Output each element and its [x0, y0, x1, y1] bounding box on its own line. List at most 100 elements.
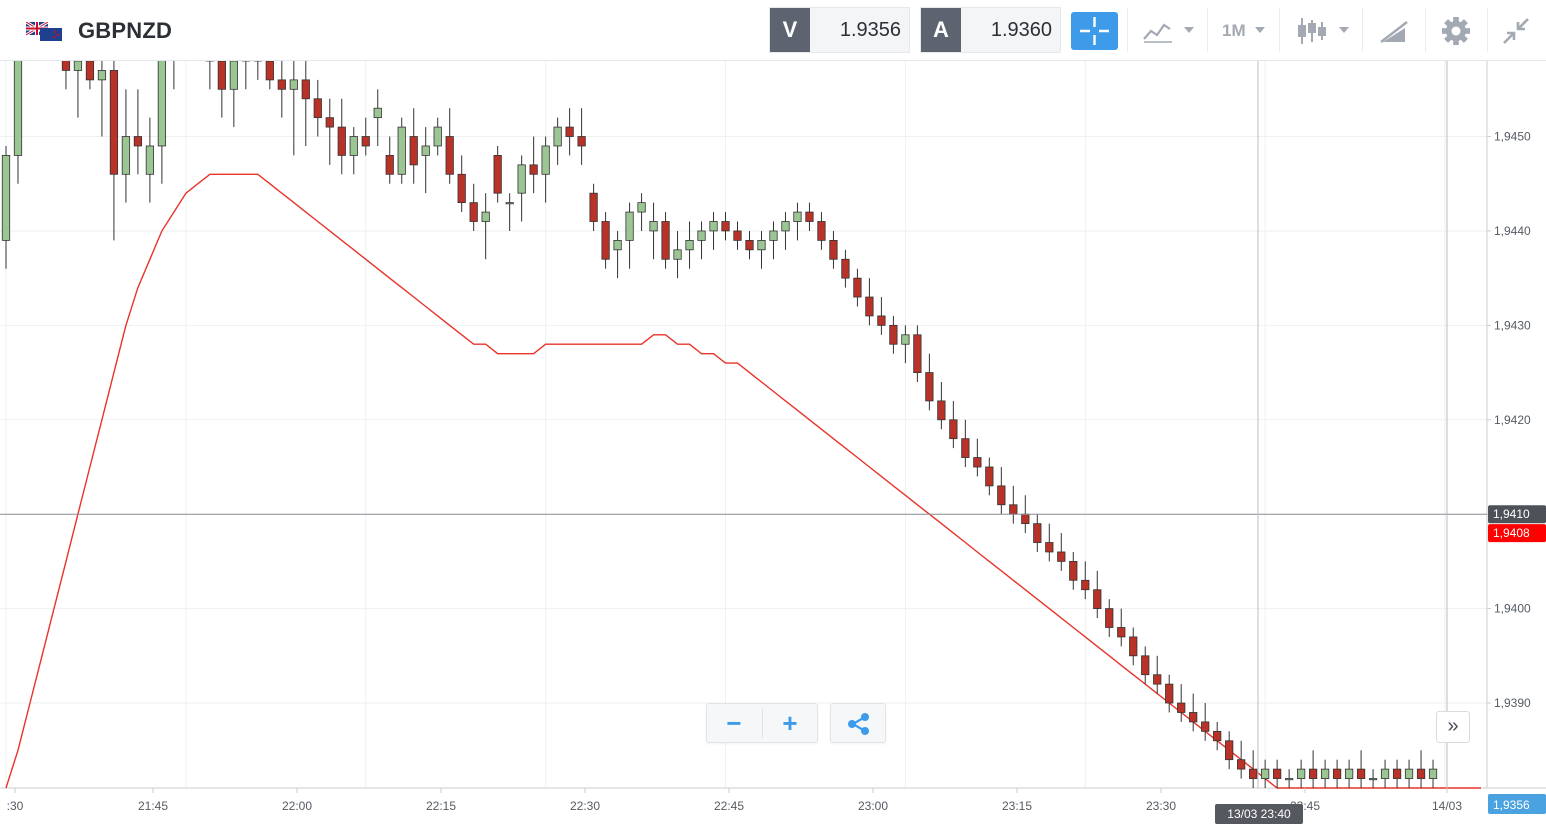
collapse-button[interactable]	[1487, 8, 1546, 52]
candle-body	[1297, 768, 1306, 779]
candle-body	[325, 117, 334, 128]
zoom-out-button[interactable]: −	[707, 704, 761, 742]
candle-body	[877, 315, 886, 326]
candle	[925, 353, 934, 411]
candle-body	[793, 211, 802, 222]
candle-body	[1153, 674, 1162, 685]
candle-body	[1009, 504, 1018, 515]
bid-label: V	[770, 8, 810, 52]
candle-body	[1117, 627, 1126, 638]
candle	[577, 108, 586, 165]
candle-body	[1141, 655, 1150, 676]
candle-body	[61, 61, 71, 71]
candle-body	[601, 221, 610, 260]
zoom-divider	[762, 708, 763, 738]
candle	[709, 212, 718, 250]
candle-body	[73, 61, 83, 71]
candle-body	[409, 136, 418, 166]
candle-style-button[interactable]	[1279, 8, 1362, 52]
candle	[217, 61, 226, 118]
candle-body	[1380, 768, 1390, 779]
settings-button[interactable]	[1425, 8, 1487, 52]
x-tick-label: 23:15	[1002, 799, 1032, 813]
candle-body	[85, 61, 95, 81]
share-button[interactable]	[830, 703, 886, 743]
candle-body	[445, 136, 454, 175]
ask-value: 1.9360	[990, 19, 1052, 41]
y-tick-label: 1,9450	[1494, 130, 1531, 144]
candle-body	[1033, 523, 1042, 543]
candle	[1057, 533, 1066, 571]
candle	[865, 278, 874, 326]
candle-body	[1045, 542, 1054, 553]
zoom-controls: − +	[706, 703, 818, 743]
candle-body	[265, 61, 274, 81]
candle	[901, 325, 910, 364]
candle	[421, 127, 430, 194]
candle	[1141, 646, 1150, 685]
candle-body	[949, 419, 958, 440]
price-chart[interactable]: 1,9390 1,9400 1,9410 1,9420 1,9430 1,9440 1,94…	[0, 61, 1546, 826]
candle-body	[1237, 759, 1246, 770]
crosshair-price-label: 1,9410	[1493, 507, 1530, 521]
drawing-tools-button[interactable]	[1362, 8, 1425, 52]
candle	[1129, 627, 1138, 666]
candle-body	[301, 79, 310, 100]
candle	[961, 419, 970, 467]
candle-body	[373, 107, 382, 119]
candle	[637, 193, 646, 231]
candle	[229, 61, 238, 128]
ask-quote[interactable]: A 1.9360	[920, 7, 1061, 53]
scroll-to-latest-button[interactable]: »	[1436, 711, 1470, 743]
candle	[409, 108, 418, 184]
candle	[841, 249, 850, 288]
candle-body	[505, 202, 514, 205]
candle	[529, 136, 538, 194]
candle	[1356, 750, 1366, 788]
candle	[1153, 655, 1162, 694]
candle-body	[1, 155, 11, 241]
candle	[1237, 740, 1246, 779]
candle	[313, 79, 322, 137]
ma-line	[5, 173, 1481, 789]
candle	[985, 457, 994, 496]
candle-body	[1308, 768, 1318, 779]
candle-body	[349, 136, 358, 156]
bid-quote[interactable]: V 1.9356	[769, 7, 910, 53]
candle	[277, 61, 286, 118]
candle-body	[1189, 712, 1198, 723]
candle-body	[217, 61, 226, 90]
candle-body	[1285, 778, 1294, 781]
chart-type-button[interactable]	[1127, 8, 1207, 52]
candle	[145, 117, 155, 203]
candle	[1404, 759, 1414, 788]
candle	[97, 61, 107, 137]
candle	[349, 127, 358, 175]
minus-icon: −	[726, 708, 742, 738]
candle-body	[613, 239, 622, 251]
candle-body	[109, 70, 119, 175]
crosshair-button[interactable]	[1071, 12, 1118, 50]
candle-body	[853, 277, 862, 298]
candle-body	[865, 296, 874, 317]
candle-body	[637, 202, 646, 213]
candle	[565, 108, 574, 156]
candle-body	[1332, 768, 1342, 779]
candle	[13, 61, 23, 184]
candle-body	[421, 145, 430, 156]
candle-body	[745, 239, 754, 251]
zoom-in-button[interactable]: +	[763, 704, 817, 742]
candle	[805, 202, 814, 231]
candle-body	[1093, 589, 1102, 610]
candle-body	[133, 136, 143, 147]
candle-body	[769, 230, 778, 241]
candle	[1344, 759, 1354, 788]
timeframe-button[interactable]: 1M	[1207, 8, 1279, 52]
crosshair-date-label: 13/03 23:40	[1215, 804, 1303, 824]
candle-body	[697, 230, 706, 241]
candle-body	[541, 145, 550, 175]
candle	[1165, 674, 1174, 713]
candle	[73, 61, 83, 118]
candle	[661, 212, 670, 269]
candle	[913, 325, 922, 383]
